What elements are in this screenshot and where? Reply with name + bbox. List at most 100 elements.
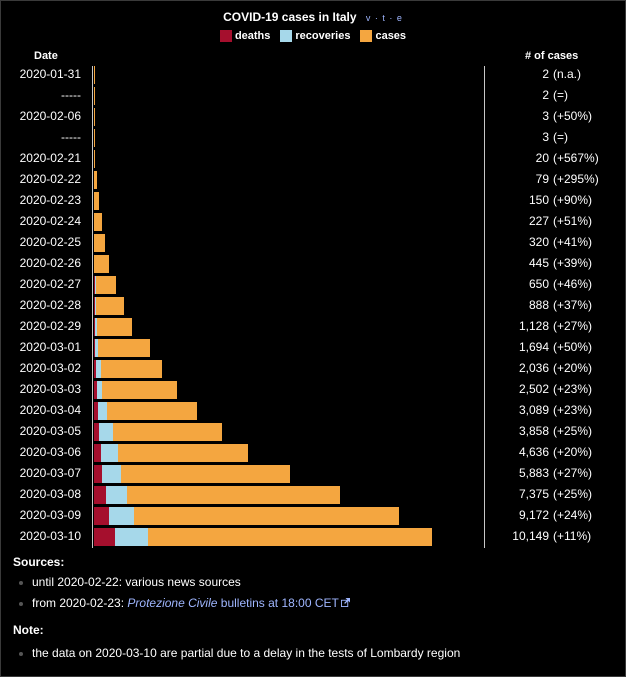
bar-cases	[94, 150, 95, 168]
date-label: 2020-03-06	[19, 445, 81, 459]
note-section: Note: the data on 2020-03-10 are partial…	[13, 623, 460, 660]
bar-deaths	[94, 507, 110, 525]
date-label: 2020-03-03	[19, 382, 81, 396]
legend-swatch-deaths	[219, 30, 232, 42]
protezione-civile-link[interactable]: Protezione Civile	[127, 596, 218, 610]
vte-links[interactable]: v · t · e	[365, 13, 403, 23]
bar-recoveries	[95, 360, 101, 378]
change-value: (+20%)	[553, 361, 593, 375]
bar-deaths	[94, 402, 98, 420]
chart-row: 2020-03-03 2,502 (+23%)	[0, 379, 626, 400]
cases-value: 888	[528, 298, 549, 312]
bar-recoveries	[109, 507, 134, 525]
bar-cases	[117, 444, 249, 462]
change-value: (+39%)	[553, 256, 593, 270]
bar-cases	[100, 360, 162, 378]
chart-title: COVID-19 cases in Italy v · t · e	[0, 10, 626, 24]
bar-deaths	[94, 444, 101, 462]
chart-row: 2020-01-31 2 (n.a.)	[0, 64, 626, 85]
chart-row: 2020-02-26 445 (+39%)	[0, 253, 626, 274]
bar-recoveries	[97, 402, 107, 420]
change-value: (+41%)	[553, 235, 593, 249]
date-label: 2020-03-02	[19, 361, 81, 375]
sources-list: until 2020-02-22: various news sources f…	[13, 575, 350, 610]
change-value: (+50%)	[553, 340, 593, 354]
chart-row: 2020-03-06 4,636 (+20%)	[0, 442, 626, 463]
bar-cases	[94, 255, 109, 273]
chart-row: 2020-03-05 3,858 (+25%)	[0, 421, 626, 442]
change-value: (+23%)	[553, 403, 593, 417]
change-value: (+20%)	[553, 445, 593, 459]
date-label: 2020-02-23	[19, 193, 81, 207]
bar-deaths	[94, 339, 96, 357]
bar-deaths	[94, 486, 107, 504]
date-label: 2020-02-06	[19, 109, 81, 123]
bar-recoveries	[98, 423, 113, 441]
cases-value: 2,502	[518, 382, 549, 396]
date-label: 2020-02-27	[19, 277, 81, 291]
date-label: 2020-02-25	[19, 235, 81, 249]
chart-row: 2020-02-22 79 (+295%)	[0, 169, 626, 190]
chart-row: ----- 3 (=)	[0, 127, 626, 148]
change-value: (+23%)	[553, 382, 593, 396]
bar-cases	[94, 234, 105, 252]
chart-row: 2020-02-28 888 (+37%)	[0, 295, 626, 316]
change-value: (+46%)	[553, 277, 593, 291]
note-list: the data on 2020-03-10 are partial due t…	[13, 646, 460, 660]
bar-recoveries	[94, 276, 97, 294]
chart-row: 2020-03-01 1,694 (+50%)	[0, 337, 626, 358]
date-label: 2020-03-04	[19, 403, 81, 417]
bar-recoveries	[96, 381, 102, 399]
external-link-icon	[340, 598, 350, 607]
chart-row: 2020-02-21 20 (+567%)	[0, 148, 626, 169]
cases-value: 3,089	[518, 403, 549, 417]
date-label: 2020-02-22	[19, 172, 81, 186]
right-axis-line	[484, 66, 485, 548]
bar-deaths	[94, 297, 95, 315]
change-value: (+37%)	[553, 298, 593, 312]
bar-deaths	[94, 360, 96, 378]
cases-value: 1,694	[518, 340, 549, 354]
cases-value: 2,036	[518, 361, 549, 375]
bar-recoveries	[94, 318, 97, 336]
bar-recoveries	[100, 444, 118, 462]
change-value: (+25%)	[553, 424, 593, 438]
date-label: 2020-02-29	[19, 319, 81, 333]
bar-deaths	[94, 318, 95, 336]
source-item-1-text: until 2020-02-22: various news sources	[32, 575, 241, 589]
date-label: 2020-03-05	[19, 424, 81, 438]
legend-swatch-recoveries	[280, 30, 293, 42]
change-value: (+90%)	[553, 193, 593, 207]
chart-row: 2020-03-10 10,149 (+11%)	[0, 526, 626, 547]
bar-cases	[96, 318, 132, 336]
cases-value: 3	[542, 130, 549, 144]
bar-cases	[94, 192, 99, 210]
chart-row: 2020-03-08 7,375 (+25%)	[0, 484, 626, 505]
cases-value: 150	[528, 193, 549, 207]
source-item-2-suffix[interactable]: bulletins at 18:00 CET	[217, 596, 339, 610]
bar-cases	[96, 297, 124, 315]
source-item: from 2020-02-23: Protezione Civile bulle…	[19, 596, 350, 610]
bar-cases	[94, 171, 97, 189]
chart-row: 2020-02-29 1,128 (+27%)	[0, 316, 626, 337]
sources-heading: Sources:	[13, 555, 65, 569]
bar-deaths	[94, 465, 102, 483]
date-label: 2020-03-10	[19, 529, 81, 543]
cases-value: 227	[528, 214, 549, 228]
cases-value: 3	[542, 109, 549, 123]
cases-value: 1,128	[518, 319, 549, 333]
bar-deaths	[94, 528, 115, 546]
change-value: (+27%)	[553, 319, 593, 333]
bar-deaths	[94, 423, 99, 441]
cases-value: 7,375	[518, 487, 549, 501]
cases-value: 2	[542, 88, 549, 102]
bar-cases	[106, 402, 197, 420]
date-label: 2020-02-24	[19, 214, 81, 228]
date-label: 2020-03-07	[19, 466, 81, 480]
chart-row: 2020-02-23 150 (+90%)	[0, 190, 626, 211]
chart-title-text: COVID-19 cases in Italy	[223, 10, 357, 24]
cases-value: 9,172	[518, 508, 549, 522]
chart-row: 2020-02-06 3 (+50%)	[0, 106, 626, 127]
chart-row: 2020-03-07 5,883 (+27%)	[0, 463, 626, 484]
cases-value: 20	[535, 151, 549, 165]
